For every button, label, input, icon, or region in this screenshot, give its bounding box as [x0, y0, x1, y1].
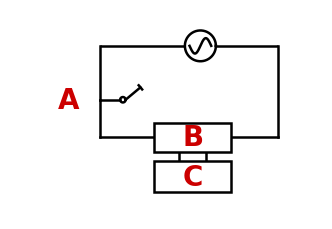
- Text: A: A: [58, 86, 79, 114]
- Text: C: C: [183, 163, 203, 191]
- Text: B: B: [182, 124, 203, 152]
- Bar: [154, 123, 231, 153]
- Bar: [154, 162, 231, 192]
